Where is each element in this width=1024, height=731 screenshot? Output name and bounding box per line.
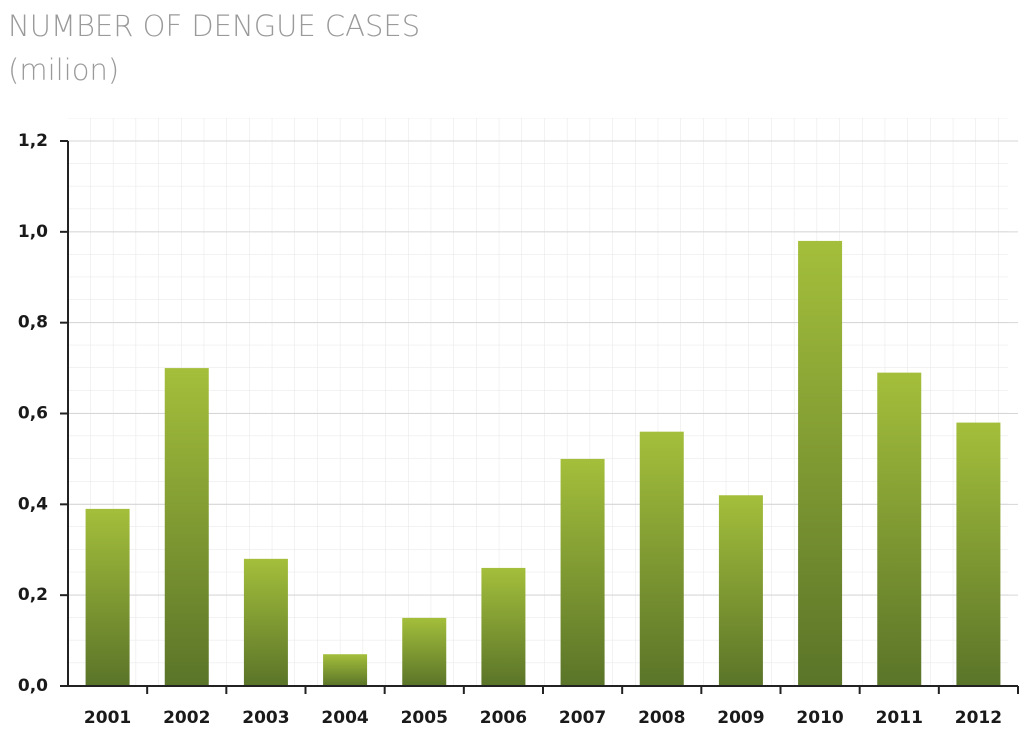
x-tick-label: 2003 xyxy=(242,708,289,728)
y-tick-label: 0,0 xyxy=(18,676,48,696)
bar xyxy=(481,567,526,686)
minor-grid xyxy=(68,118,1008,686)
x-tick-label: 2008 xyxy=(638,708,685,728)
y-tick-label: 0,8 xyxy=(18,313,48,333)
y-tick-label: 1,0 xyxy=(18,222,48,242)
bar xyxy=(877,372,922,686)
y-tick-label: 0,2 xyxy=(18,585,48,605)
chart-title: NUMBER OF DENGUE CASES xyxy=(8,9,420,43)
bar xyxy=(560,458,605,686)
x-tick-label: 2007 xyxy=(559,708,606,728)
bar xyxy=(164,368,209,686)
y-tick-label: 1,2 xyxy=(18,131,48,151)
y-tick-label: 0,4 xyxy=(18,494,48,514)
x-tick-label: 2010 xyxy=(796,708,843,728)
x-tick-label: 2009 xyxy=(717,708,764,728)
chart-subtitle: (milion) xyxy=(8,53,119,87)
x-tick-label: 2004 xyxy=(321,708,368,728)
x-tick-label: 2006 xyxy=(480,708,527,728)
x-tick-label: 2011 xyxy=(876,708,923,728)
bar xyxy=(85,508,130,686)
bar xyxy=(798,240,843,686)
y-tick-label: 0,6 xyxy=(18,404,48,424)
bar xyxy=(323,654,368,686)
bar xyxy=(639,431,684,686)
x-tick-label: 2002 xyxy=(163,708,210,728)
bar xyxy=(718,495,763,686)
bar xyxy=(243,558,288,686)
x-tick-label: 2005 xyxy=(401,708,448,728)
x-tick-label: 2001 xyxy=(84,708,131,728)
x-tick-label: 2012 xyxy=(955,708,1002,728)
bar xyxy=(402,617,447,686)
bar xyxy=(956,422,1001,686)
